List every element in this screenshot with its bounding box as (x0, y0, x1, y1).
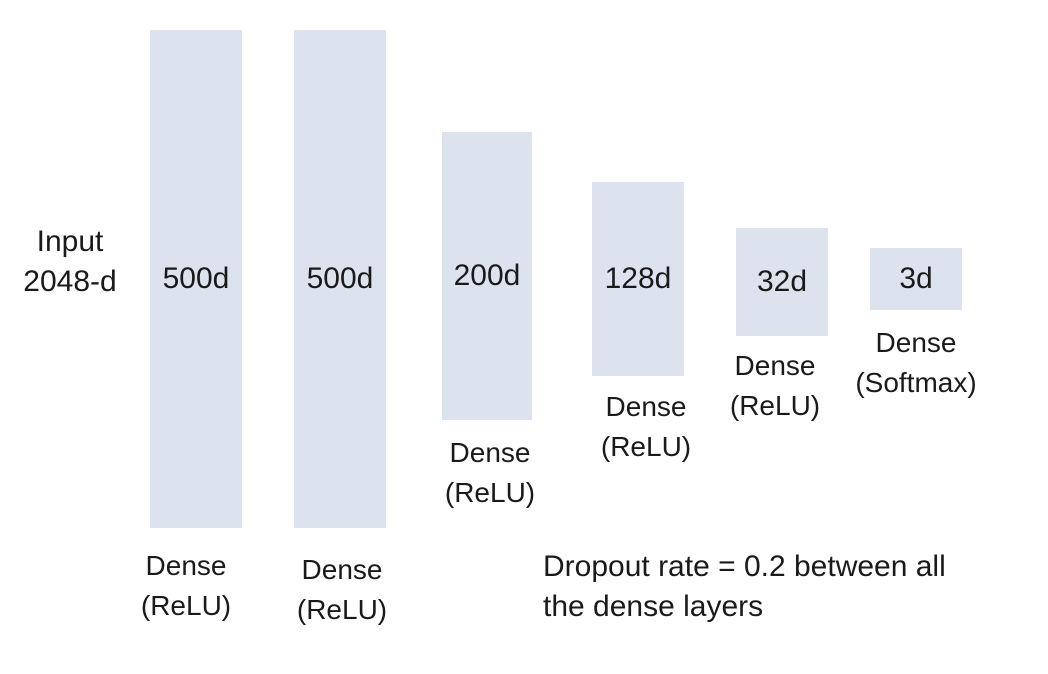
layer-caption-5: Dense (ReLU) (705, 346, 845, 426)
layer-box-6: 3d (870, 248, 962, 310)
layer-size-1: 500d (162, 262, 230, 295)
dropout-note: Dropout rate = 0.2 between all the dense… (543, 547, 1023, 627)
layer-activation-1: (ReLU) (140, 590, 232, 621)
layer-box-4: 128d (592, 182, 684, 376)
layer-caption-4: Dense (ReLU) (576, 387, 716, 467)
input-label: Input 2048-d (10, 222, 130, 302)
layer-box-2: 500d (294, 30, 386, 528)
layer-activation-2: (ReLU) (296, 594, 388, 625)
layer-size-4: 128d (604, 262, 672, 295)
layer-caption-2: Dense (ReLU) (272, 550, 412, 630)
layer-caption-6: Dense (Softmax) (846, 323, 986, 403)
layer-caption-3: Dense (ReLU) (420, 433, 560, 513)
input-label-line1: Input (36, 225, 104, 258)
input-label-line2: 2048-d (23, 265, 117, 298)
layer-activation-6: (Softmax) (855, 367, 977, 398)
layer-size-2: 500d (306, 262, 374, 295)
layer-caption-1: Dense (ReLU) (116, 546, 256, 626)
layer-activation-3: (ReLU) (444, 477, 536, 508)
layer-size-5: 32d (756, 265, 808, 298)
layer-box-5: 32d (736, 228, 828, 336)
layer-activation-4: (ReLU) (600, 431, 692, 462)
layer-size-6: 3d (899, 262, 933, 295)
layer-type-3: Dense (449, 437, 531, 468)
layer-size-3: 200d (453, 259, 521, 292)
layer-box-1: 500d (150, 30, 242, 528)
layer-type-6: Dense (875, 327, 957, 358)
layer-type-2: Dense (301, 554, 383, 585)
dropout-note-line2: the dense layers (543, 590, 764, 623)
layer-type-1: Dense (145, 550, 227, 581)
layer-type-5: Dense (734, 350, 816, 381)
layer-activation-5: (ReLU) (729, 390, 821, 421)
layer-box-3: 200d (442, 132, 532, 420)
dropout-note-line1: Dropout rate = 0.2 between all (543, 550, 946, 583)
layer-type-4: Dense (605, 391, 687, 422)
